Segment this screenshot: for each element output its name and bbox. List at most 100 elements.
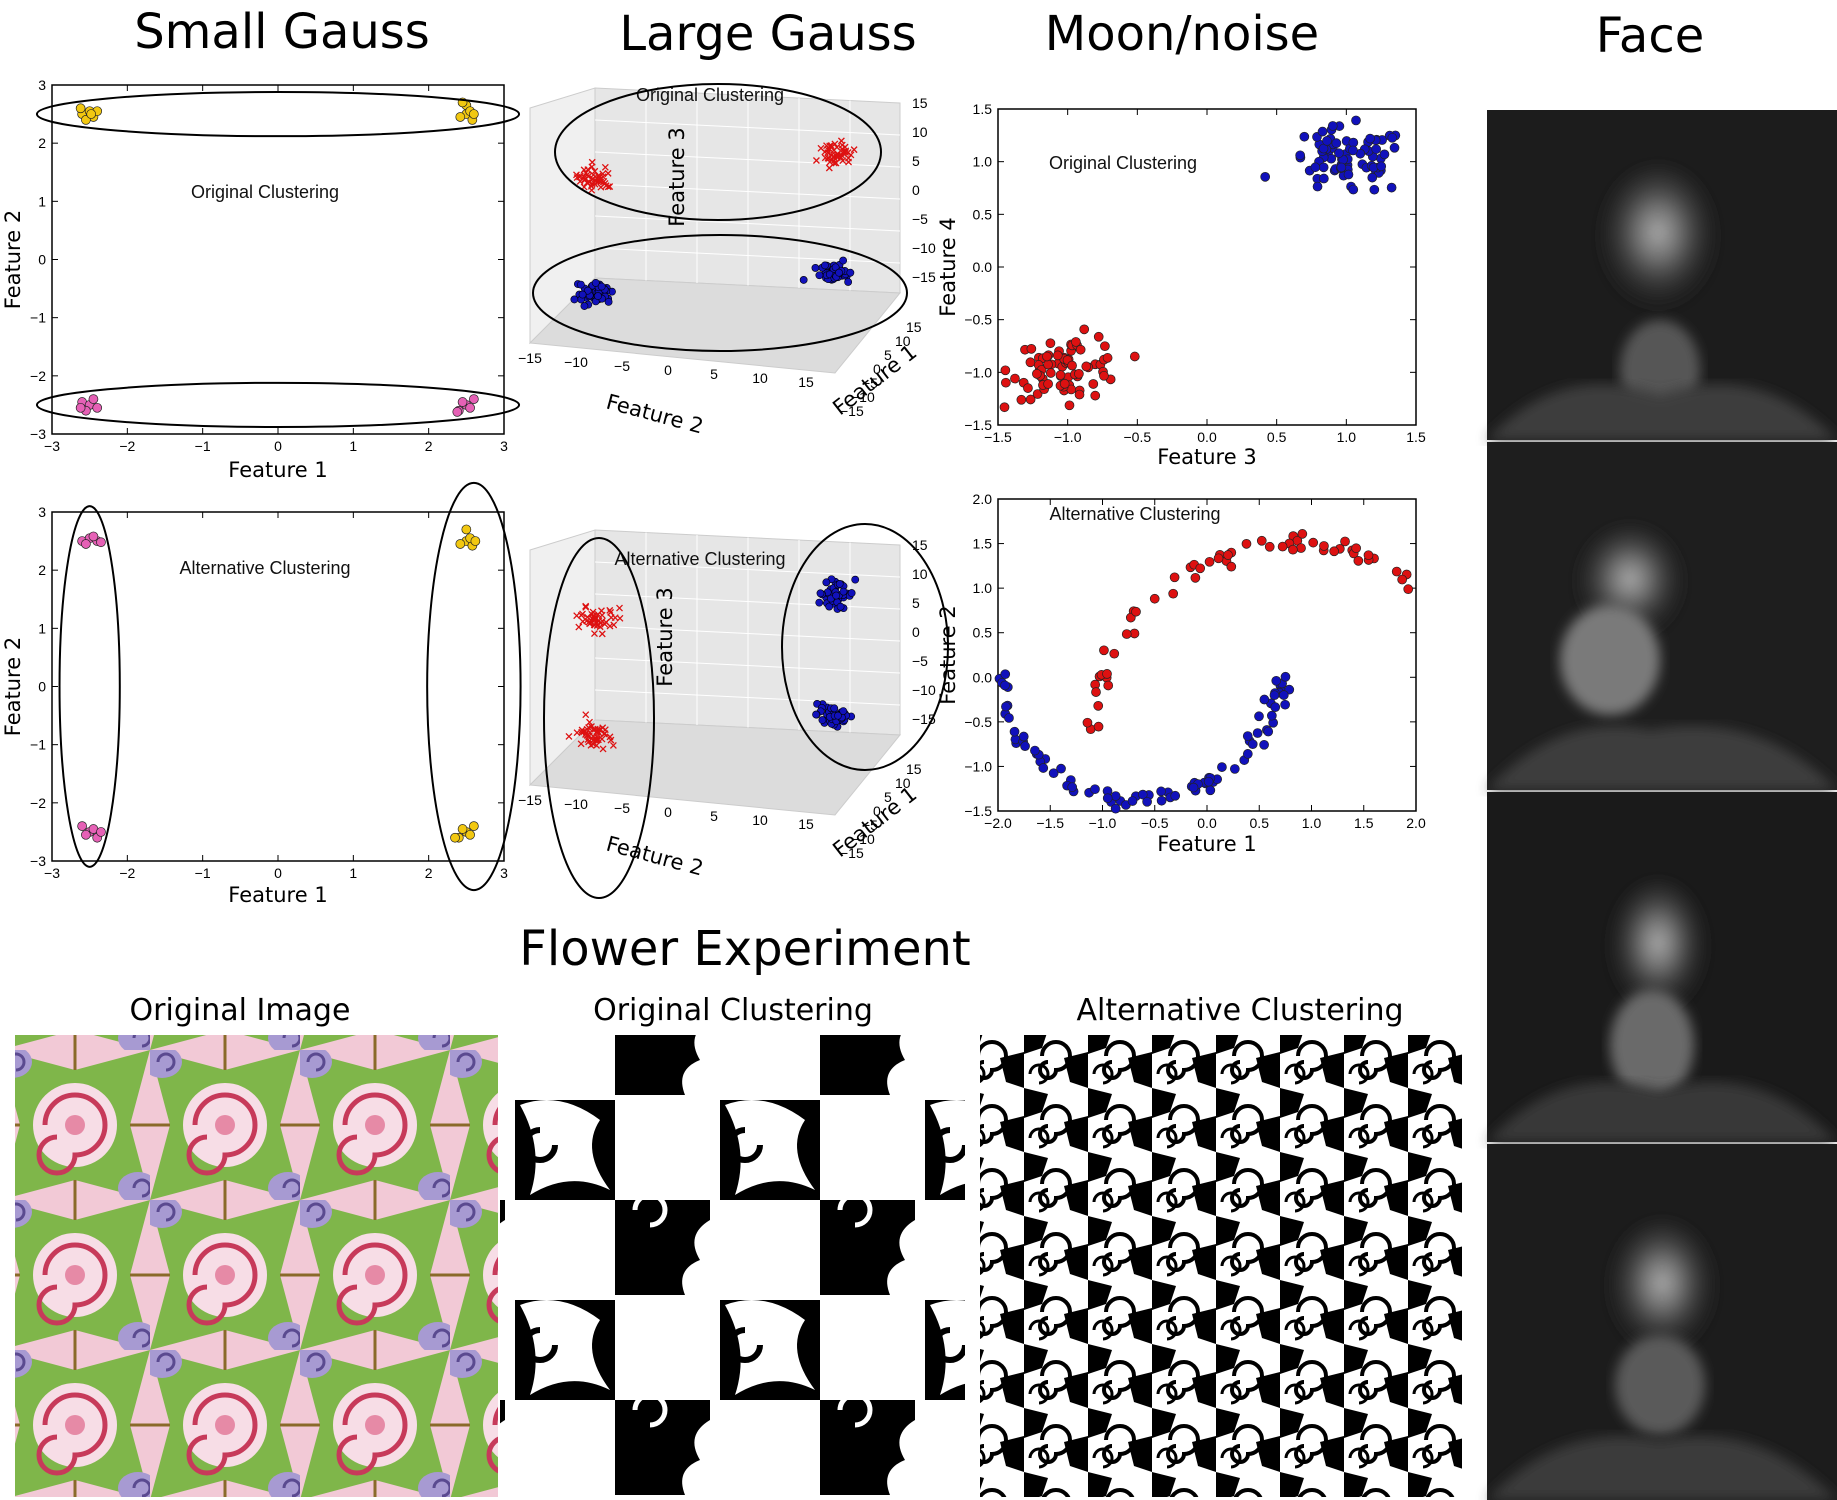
x-tick-label: 0	[274, 438, 282, 454]
plot-area	[51, 511, 505, 862]
data-point	[1254, 711, 1264, 722]
data-point	[1223, 550, 1233, 560]
data-point	[588, 186, 596, 194]
cluster-ellipse	[532, 234, 908, 352]
data-point	[598, 611, 606, 619]
data-point	[1263, 726, 1274, 737]
x-tick-label: 10	[895, 775, 911, 791]
data-point	[81, 829, 91, 840]
plot-area	[51, 84, 505, 435]
data-point	[850, 146, 858, 154]
data-point	[1334, 148, 1344, 159]
data-point	[816, 589, 825, 598]
pane-floor	[528, 719, 902, 816]
data-point	[1278, 690, 1289, 700]
data-point	[1348, 145, 1358, 156]
data-point	[582, 731, 589, 738]
data-point	[1127, 796, 1138, 806]
data-point	[845, 154, 852, 162]
data-point	[593, 729, 601, 736]
data-point	[606, 183, 614, 191]
face-panel-1	[1487, 110, 1837, 440]
data-point	[599, 724, 607, 732]
data-point	[1032, 389, 1043, 399]
data-point	[1277, 541, 1288, 552]
z-tick-label: 5	[912, 153, 920, 169]
data-point	[1288, 544, 1298, 555]
y-tick-label: 1.5	[973, 101, 993, 117]
data-point	[1379, 149, 1390, 160]
data-point	[616, 614, 624, 622]
data-point	[583, 286, 592, 295]
data-point	[1025, 394, 1036, 405]
data-point	[576, 173, 584, 181]
x-tick-label: 15	[906, 319, 922, 335]
data-point	[452, 407, 463, 417]
data-point	[1170, 790, 1181, 801]
chart-annotation: Alternative Clustering	[614, 549, 785, 569]
y-tick-label: −15	[518, 350, 542, 366]
data-point	[839, 587, 848, 596]
data-point	[1371, 144, 1382, 155]
data-point	[1195, 563, 1206, 574]
data-point	[1090, 784, 1100, 795]
chart-annotation: Original Clustering	[1049, 153, 1197, 173]
data-point	[583, 179, 591, 187]
x-tick-label: 5	[884, 789, 892, 805]
data-point	[585, 738, 593, 746]
data-point	[1242, 731, 1253, 741]
y-tick-label: −10	[564, 796, 588, 812]
data-point	[461, 524, 472, 535]
x-tick-label: 3	[500, 865, 508, 881]
data-point	[1001, 377, 1011, 388]
z-tick-label: −10	[912, 682, 936, 698]
data-point	[1004, 713, 1014, 723]
data-point	[1351, 115, 1361, 126]
data-point	[1156, 795, 1167, 806]
data-point	[1213, 553, 1224, 564]
y-tick-label: 10	[752, 370, 768, 386]
data-point	[599, 745, 607, 753]
z-tick-label: −5	[912, 653, 928, 669]
data-point	[465, 829, 475, 840]
chart-small-gauss-original: −3 −2 −1 0 1 2 3 −3 −2 −1 0 1 2 3 Feature 1 Feature 2 Or…	[1, 77, 521, 482]
data-point	[1327, 121, 1338, 131]
y-axis-label: Feature 2	[604, 390, 706, 439]
chart-annotation: Original Clustering	[191, 182, 339, 202]
data-point	[1075, 344, 1086, 355]
data-point	[1363, 550, 1374, 561]
data-point	[1074, 389, 1085, 400]
data-point	[578, 290, 587, 299]
y-tick-label: 3	[38, 504, 46, 520]
x-tick-label: −3	[44, 438, 60, 454]
x-tick-label: 2	[425, 438, 433, 454]
y-tick-label: 1	[38, 193, 46, 209]
y-tick-label: 1	[38, 620, 46, 636]
data-point	[1226, 561, 1237, 572]
data-point	[1259, 739, 1269, 750]
flower-title-original-image: Original Image	[130, 993, 351, 1028]
data-point	[834, 711, 842, 720]
data-point	[1308, 537, 1319, 548]
data-point	[851, 575, 860, 584]
data-point	[1067, 782, 1078, 793]
data-point	[1090, 390, 1101, 401]
data-point	[1351, 543, 1361, 554]
y-tick-label: 1.0	[973, 580, 993, 596]
data-point	[1312, 181, 1323, 192]
data-point	[1190, 572, 1201, 583]
data-point	[585, 732, 593, 740]
data-point	[836, 602, 845, 611]
data-point	[827, 144, 835, 152]
data-point	[591, 278, 600, 287]
data-point	[815, 271, 824, 280]
z-tick-label: 10	[912, 124, 928, 140]
data-point	[606, 622, 614, 630]
data-point	[1056, 763, 1066, 774]
data-point	[457, 397, 468, 407]
data-point	[833, 151, 841, 159]
data-point	[1391, 566, 1402, 577]
data-point	[1205, 785, 1216, 796]
data-point	[1100, 341, 1110, 352]
